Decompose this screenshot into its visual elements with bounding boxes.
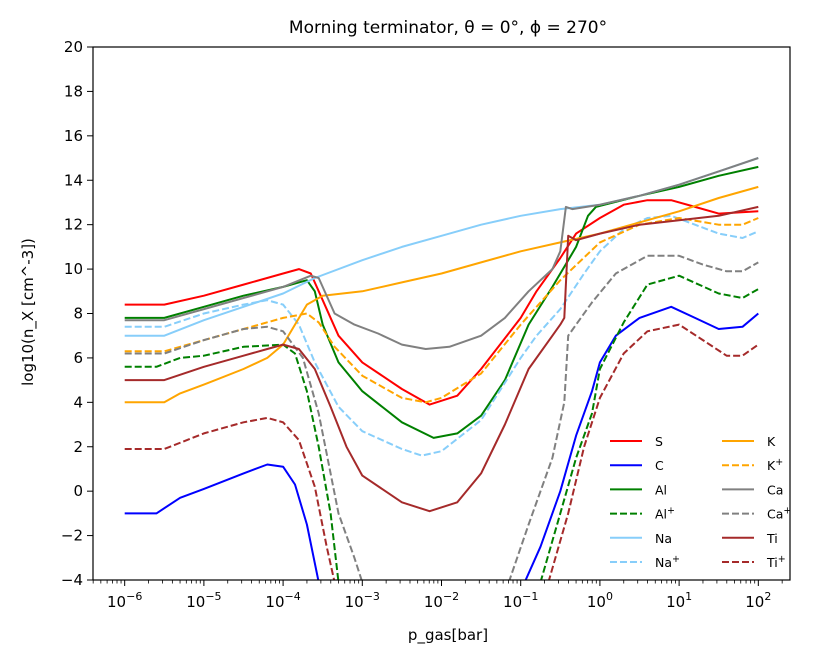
- legend-item-ti: Ti: [722, 531, 778, 546]
- y-tick-label: 0: [73, 482, 83, 500]
- legend-item-al: Al: [610, 482, 667, 497]
- y-tick-label: 2: [73, 438, 83, 456]
- legend-label: C: [655, 458, 664, 473]
- x-tick-label: 10−4: [265, 590, 300, 611]
- legend-label: K+: [767, 457, 783, 473]
- x-axis-label: p_gas[bar]: [408, 626, 488, 645]
- legend-label: Na: [655, 531, 672, 546]
- y-tick-label: 20: [64, 38, 83, 56]
- y-tick-label: 18: [64, 82, 83, 100]
- legend-label: Na+: [655, 554, 680, 570]
- x-tick-label: 10−1: [503, 590, 538, 611]
- y-tick-label: −4: [61, 571, 83, 589]
- series-layer: [124, 157, 759, 580]
- y-tick-label: 6: [73, 349, 83, 367]
- legend-item-k: K: [722, 434, 776, 449]
- legend: SC Al Al+ Na Na+ K K+ Ca Ca+ Ti Ti+: [610, 434, 791, 570]
- legend-item-s: S: [610, 434, 663, 449]
- legend-label: Ti: [766, 531, 778, 546]
- y-tick-label: 8: [73, 305, 83, 323]
- x-tick-label: 10−2: [424, 590, 459, 611]
- legend-label: Ti+: [766, 554, 786, 570]
- series-line-ti-plus-tail: [547, 323, 759, 580]
- x-tick-label: 100: [587, 590, 613, 611]
- legend-item-ti-plus: Ti+: [722, 554, 786, 570]
- series-line-ti-plus: [124, 416, 336, 580]
- series-line-c-tail: [524, 305, 759, 580]
- series-line-k: [124, 185, 759, 404]
- series-line-k-plus: [124, 217, 759, 404]
- legend-item-na: Na: [610, 531, 672, 546]
- x-tick-label: 102: [745, 590, 771, 611]
- legend-label: Al: [655, 482, 667, 497]
- y-tick-label: 10: [64, 260, 83, 278]
- chart-title: Morning terminator, θ = 0°, ϕ = 270°: [289, 18, 607, 38]
- axes-layer: 10−6 10−5 10−4 10−3 10−2 10−1 100 101 102 −4 −2 0 2 4…: [61, 38, 791, 611]
- y-tick-label: 4: [73, 393, 83, 411]
- series-line-s: [124, 199, 759, 406]
- series-line-al-plus-tail: [540, 274, 759, 580]
- legend-item-k-plus: K+: [722, 457, 783, 473]
- legend-label: Ca: [767, 482, 783, 497]
- y-tick-label: −2: [61, 527, 83, 545]
- y-tick-label: 16: [64, 127, 83, 145]
- series-line-ti: [124, 205, 759, 513]
- legend-label: S: [655, 434, 663, 449]
- series-line-ca-plus: [124, 325, 363, 580]
- legend-item-na-plus: Na+: [610, 554, 680, 570]
- legend-item-ca: Ca: [722, 482, 783, 497]
- series-line-ca: [124, 157, 759, 350]
- series-line-c: [124, 463, 320, 580]
- x-tick-label: 10−6: [107, 590, 142, 611]
- y-tick-label: 14: [64, 171, 83, 189]
- legend-label: K: [767, 434, 776, 449]
- y-tick-label: 12: [64, 216, 83, 234]
- legend-label: Al+: [655, 506, 675, 522]
- y-axis-label: log10(n_X [cm^-3]): [19, 238, 38, 386]
- legend-item-c: C: [610, 458, 664, 473]
- legend-item-ca-plus: Ca+: [722, 506, 791, 522]
- series-line-na-plus: [124, 214, 759, 457]
- x-tick-label: 10−5: [186, 590, 221, 611]
- x-tick-label: 10−3: [345, 590, 380, 611]
- series-line-ca-plus-tail: [508, 254, 759, 580]
- legend-item-al-plus: Al+: [610, 506, 675, 522]
- x-tick-label: 101: [666, 590, 692, 611]
- legend-label: Ca+: [767, 506, 791, 522]
